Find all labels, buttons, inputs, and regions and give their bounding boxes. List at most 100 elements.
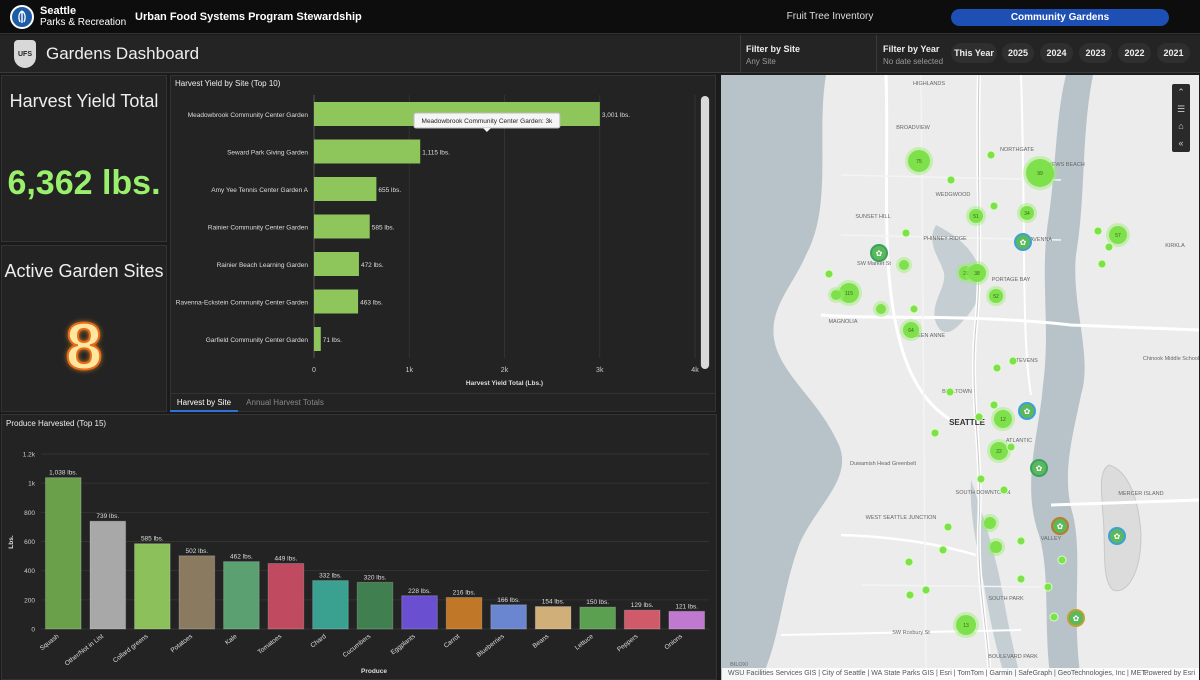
data-label: 129 lbs. xyxy=(631,602,654,609)
category-label: Amy Yee Tennis Center Garden A xyxy=(211,187,308,194)
map-label: SEATTLE xyxy=(949,418,986,427)
community-garden-icon xyxy=(1018,402,1036,420)
map-attribution: WSU Facilities Services GIS | City of Se… xyxy=(722,668,1199,680)
garden-cluster xyxy=(1109,226,1127,244)
garden-cluster xyxy=(969,209,983,223)
map-label: Chinook Middle School xyxy=(1143,356,1199,362)
cluster-count: 64 xyxy=(908,328,914,334)
bar-5 xyxy=(267,563,305,630)
tab-harvest-by-site[interactable]: Harvest by Site xyxy=(170,396,238,412)
community-garden-icon xyxy=(870,244,888,262)
nav-fruit-tree-inventory[interactable]: Fruit Tree Inventory xyxy=(786,11,874,22)
garden-cluster xyxy=(839,283,859,303)
garden-point xyxy=(1097,259,1107,269)
bar-4 xyxy=(223,561,260,630)
data-label: 585 lbs. xyxy=(141,536,164,543)
divider xyxy=(876,35,877,73)
data-label: 228 lbs. xyxy=(408,588,431,595)
tooltip-text: Meadowbrook Community Center Garden: 3k xyxy=(422,118,554,125)
scrollbar-track[interactable] xyxy=(700,96,710,369)
ufs-badge: UFS xyxy=(14,40,36,68)
app-title: Urban Food Systems Program Stewardship xyxy=(135,11,362,23)
category-label: Other/Not in List xyxy=(64,633,105,668)
cluster-count: 22 xyxy=(996,449,1002,455)
logo-line2: Parks & Recreation xyxy=(40,17,127,28)
data-label: 166 lbs. xyxy=(497,597,520,604)
year-button-2025[interactable]: 2025 xyxy=(1002,43,1034,63)
map-label: MERCER ISLAND xyxy=(1118,491,1163,497)
garden-point xyxy=(943,522,953,532)
garden-glyph: ✿ xyxy=(1036,464,1043,473)
year-button-2023[interactable]: 2023 xyxy=(1079,43,1112,63)
garden-cluster xyxy=(1020,206,1034,220)
category-label: Chard xyxy=(309,633,328,650)
y-axis-label: Lbs. xyxy=(8,535,15,549)
tab-annual-harvest-totals[interactable]: Annual Harvest Totals xyxy=(246,398,324,407)
bar-6 xyxy=(314,327,321,351)
produce-bar-chart: 0 200 400 600 800 1k 1.2k 1,038 lbs. Squash 739 l… xyxy=(8,452,709,675)
garden-point xyxy=(1057,555,1067,565)
category-label: Meadowbrook Community Center Garden xyxy=(188,112,309,119)
year-button-2024[interactable]: 2024 xyxy=(1040,43,1073,63)
garden-point xyxy=(1093,226,1103,236)
category-label: Collard greens xyxy=(112,633,150,665)
garden-point xyxy=(905,590,915,600)
cluster-count: 51 xyxy=(973,214,979,220)
filter-by-site[interactable]: Filter by Site Any Site xyxy=(746,44,800,66)
seattle-parks-logo-icon xyxy=(10,5,34,29)
category-label: Rainier Beach Learning Garden xyxy=(217,262,309,269)
bar-8 xyxy=(401,595,438,630)
data-label: 150 lbs. xyxy=(586,599,609,606)
garden-cluster xyxy=(1026,159,1054,187)
garden-point xyxy=(904,557,914,567)
collapse-icon[interactable]: « xyxy=(1178,138,1184,148)
filter-by-year[interactable]: Filter by Year No date selected xyxy=(883,44,943,66)
scrollbar-thumb[interactable] xyxy=(701,96,709,369)
community-garden-icon xyxy=(1030,459,1048,477)
garden-point xyxy=(992,363,1002,373)
expand-icon[interactable]: ⌃ xyxy=(1177,87,1185,97)
list-icon[interactable]: ☰ xyxy=(1176,104,1186,114)
garden-point xyxy=(1006,442,1016,452)
seattle-parks-logo[interactable]: Seattle Parks & Recreation xyxy=(10,5,126,29)
data-label: 154 lbs. xyxy=(542,599,565,606)
map-label: QUEEN ANNE xyxy=(909,333,945,339)
garden-glyph: ✿ xyxy=(1020,238,1027,247)
x-axis-label: Harvest Yield Total (Lbs.) xyxy=(466,380,543,387)
data-label: 462 lbs. xyxy=(230,554,253,561)
cluster-count: 52 xyxy=(993,294,999,300)
bar-7 xyxy=(356,581,394,630)
data-label: 449 lbs. xyxy=(275,556,298,563)
powered-by-esri[interactable]: Powered by Esri xyxy=(1144,670,1195,677)
map-canvas[interactable]: HIGHLANDS BROADVIEW NORTHGATE MATTHEWS BEAC… xyxy=(721,75,1199,680)
garden-point xyxy=(1016,574,1026,584)
cluster-count: 38 xyxy=(974,271,980,277)
map-label: SW Market St xyxy=(857,261,891,267)
garden-point xyxy=(945,387,955,397)
year-button-2022[interactable]: 2022 xyxy=(1118,43,1151,63)
garden-point xyxy=(1104,242,1114,252)
category-label: Onions xyxy=(663,633,684,652)
bar-9 xyxy=(445,597,483,630)
nav-community-gardens[interactable]: Community Gardens xyxy=(951,9,1169,26)
category-label: Kale xyxy=(224,633,239,647)
cluster-count: 29 xyxy=(963,271,969,277)
year-button-2021[interactable]: 2021 xyxy=(1157,43,1190,63)
map-label: PORTAGE BAY xyxy=(992,277,1031,283)
map-label: HIGHLANDS xyxy=(913,81,945,87)
map-view[interactable]: HIGHLANDS BROADVIEW NORTHGATE MATTHEWS BEAC… xyxy=(721,75,1199,680)
year-button-this-year[interactable]: This Year xyxy=(951,43,997,63)
logo-text: Seattle Parks & Recreation xyxy=(40,6,127,29)
bar-1 xyxy=(89,520,127,630)
chart-tabs: Harvest by Site Annual Harvest Totals xyxy=(170,393,715,412)
tooltip: Meadowbrook Community Center Garden: 3k xyxy=(413,112,561,132)
garden-cluster xyxy=(908,150,930,172)
kpi-harvest-value: 6,362 lbs. xyxy=(7,164,161,202)
produce-chart-title: Produce Harvested (Top 15) xyxy=(6,419,107,428)
garden-point xyxy=(930,428,940,438)
home-icon[interactable]: ⌂ xyxy=(1178,121,1184,131)
community-garden-icon xyxy=(1051,517,1069,535)
garden-point xyxy=(989,400,999,410)
map-label: SW Roxbury St xyxy=(892,630,930,636)
y-tick-label: 400 xyxy=(24,568,35,575)
